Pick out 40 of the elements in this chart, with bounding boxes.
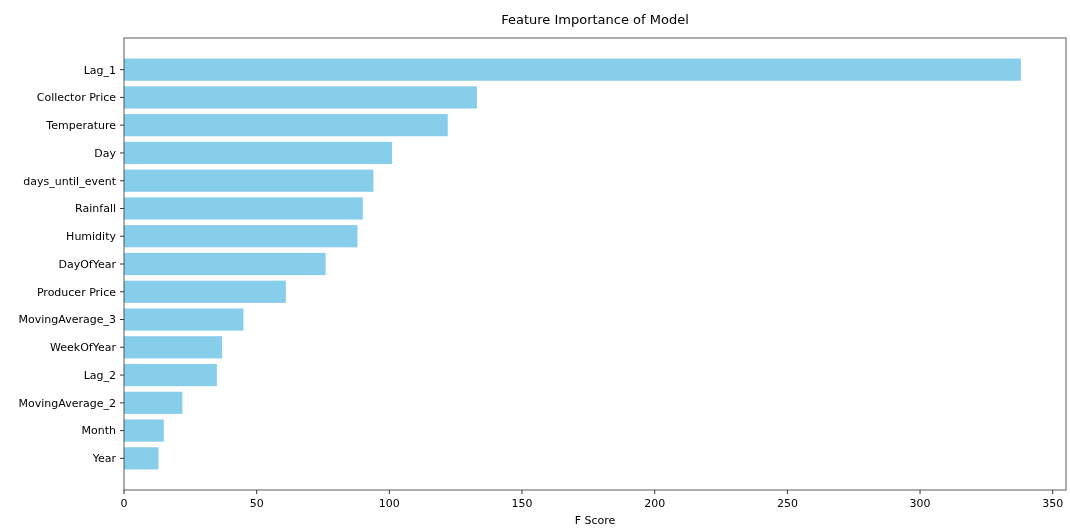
x-tick-label: 0 (120, 497, 128, 510)
y-tick-label: days_until_event (23, 174, 117, 188)
y-tick-label: DayOfYear (58, 257, 117, 271)
bar (124, 197, 363, 220)
y-tick-label: Year (91, 452, 117, 466)
y-tick-label: MovingAverage_3 (18, 313, 116, 327)
bar (124, 225, 358, 248)
bar (124, 447, 159, 470)
y-tick-label: Humidity (66, 230, 117, 244)
x-tick-label: 100 (378, 497, 400, 510)
y-tick-label: Day (94, 146, 117, 160)
x-tick-label: 150 (511, 497, 533, 510)
y-tick-label: Collector Price (36, 91, 117, 105)
chart-title: Feature Importance of Model (501, 12, 689, 27)
bar (124, 58, 1021, 81)
bar (124, 86, 477, 109)
bar (124, 141, 393, 165)
y-tick-label: Month (81, 424, 117, 438)
bar (124, 308, 244, 331)
x-tick-label: 350 (1042, 497, 1064, 510)
bar (124, 169, 374, 192)
bar (124, 114, 448, 137)
x-tick-label: 50 (249, 497, 264, 510)
y-tick-label: Producer Price (36, 285, 117, 299)
x-tick-label: 300 (909, 497, 931, 510)
bar (124, 419, 164, 442)
bar (124, 391, 183, 414)
y-tick-label: MovingAverage_2 (18, 396, 116, 410)
bar (124, 336, 223, 359)
x-axis-title: F Score (574, 514, 616, 527)
x-tick-label: 200 (644, 497, 666, 510)
x-tick-label: 250 (776, 497, 798, 510)
y-tick-label: Rainfall (75, 202, 116, 216)
bar (124, 280, 286, 303)
bar (124, 252, 326, 276)
y-tick-label: Lag_1 (83, 63, 116, 77)
y-tick-label: WeekOfYear (50, 341, 117, 355)
y-tick-label: Temperature (45, 119, 117, 133)
bar (124, 363, 217, 387)
y-tick-label: Lag_2 (83, 368, 116, 382)
